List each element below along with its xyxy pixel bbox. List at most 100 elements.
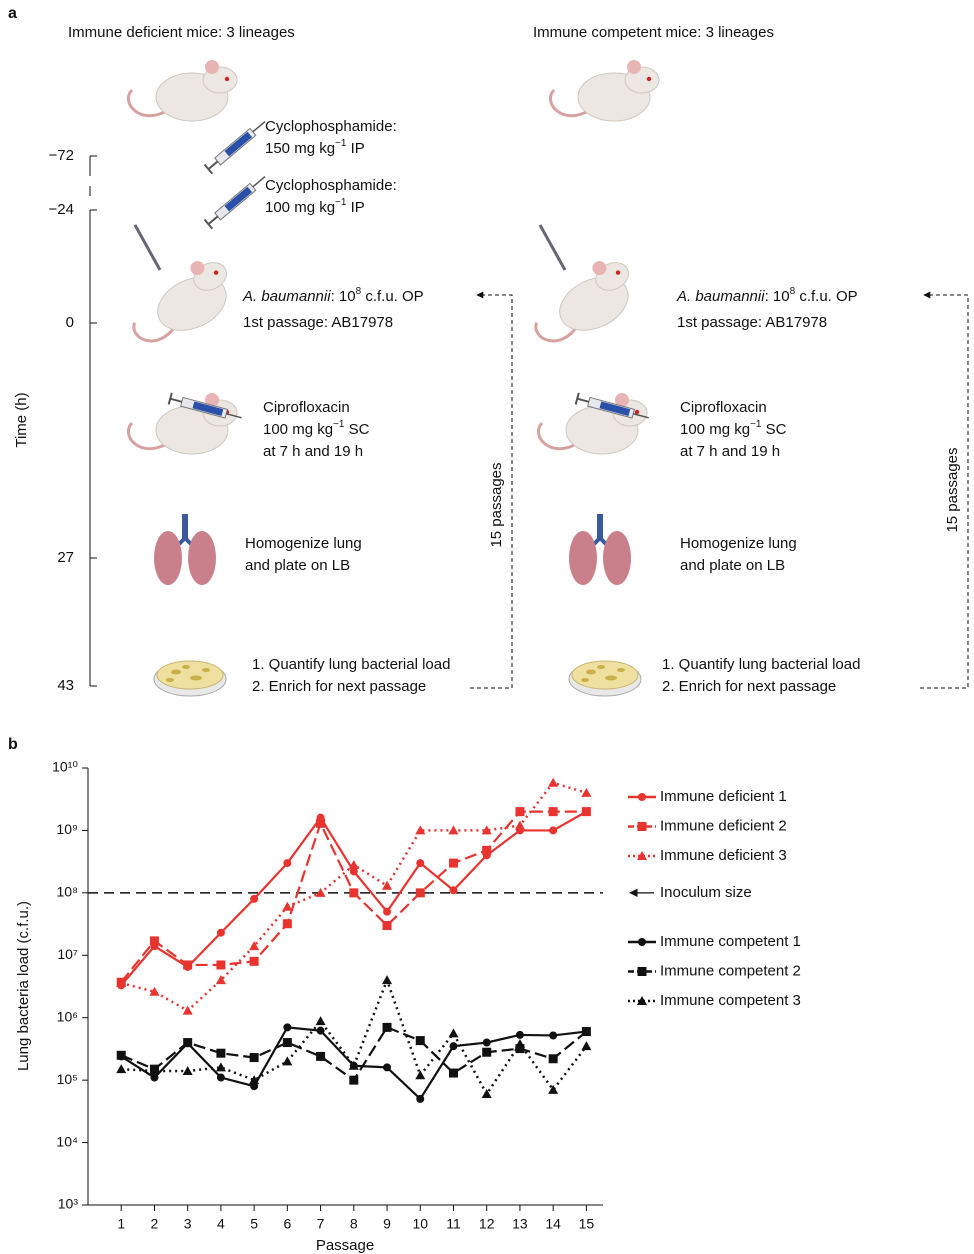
species: A. baumannii [242, 288, 331, 305]
step-text: 100 mg kg−1 SC [263, 419, 370, 438]
data-point [515, 1044, 525, 1054]
data-point [282, 919, 292, 929]
x-tick-label: 10 [412, 1216, 428, 1232]
data-point [548, 807, 558, 817]
legend-label: Inoculum size [660, 884, 752, 901]
data-point [216, 1048, 226, 1058]
data-point [481, 825, 492, 835]
data-point [415, 888, 425, 898]
time-axis-label: Time (h) [13, 392, 30, 447]
data-point [149, 936, 159, 946]
data-point [449, 886, 458, 895]
data-point [183, 960, 193, 970]
step-text: 1. Quantify lung bacterial load [662, 656, 860, 673]
data-point [216, 928, 225, 937]
y-tick-label: 10⁹ [56, 821, 78, 837]
y-tick-label: 10⁵ [57, 1071, 78, 1087]
dose: 100 mg kg [263, 421, 333, 438]
loop-label: 15 passages [944, 447, 961, 532]
data-point [548, 1084, 559, 1094]
superscript: −1 [335, 197, 347, 208]
data-point [415, 1070, 426, 1080]
time-tick-label: −24 [49, 201, 74, 218]
data-point [448, 825, 459, 835]
x-tick-label: 3 [184, 1216, 192, 1232]
data-point [514, 820, 525, 830]
syringe-icon [203, 115, 270, 175]
data-point [581, 787, 592, 797]
step-text: 100 mg kg−1 IP [265, 197, 365, 216]
mouse-icon [117, 249, 245, 354]
x-tick-label: 5 [250, 1216, 258, 1232]
legend-label: Immune competent 3 [660, 992, 801, 1009]
loop-arrow [470, 291, 513, 689]
legend-label: Immune deficient 3 [660, 847, 787, 864]
step-text: Cyclophosphamide: [265, 118, 397, 135]
data-point [548, 1054, 558, 1064]
legend-marker [637, 996, 647, 1005]
data-point [348, 859, 359, 869]
time-tick-label: 0 [66, 314, 74, 331]
step-text: 2. Enrich for next passage [252, 678, 426, 695]
data-point [183, 1038, 193, 1048]
legend-marker [637, 967, 647, 976]
route: SC [761, 421, 786, 438]
data-point [149, 1066, 160, 1076]
step-text: at 7 h and 19 h [263, 443, 363, 460]
data-point [249, 1075, 260, 1085]
dose: 100 mg kg [680, 421, 750, 438]
data-point [116, 1050, 126, 1060]
data-point [416, 1094, 425, 1103]
species: A. baumannii [676, 288, 765, 305]
data-point [250, 894, 259, 903]
superscript: −1 [335, 138, 347, 149]
data-point [382, 975, 393, 985]
dose: : 10 [765, 288, 790, 305]
time-axis [89, 155, 97, 687]
panel-label: a [8, 5, 17, 22]
time-tick-label: 27 [57, 549, 74, 566]
data-point [215, 1062, 226, 1072]
superscript: −1 [750, 419, 762, 430]
x-axis-title: Passage [316, 1237, 374, 1254]
mouse-icon [519, 249, 647, 354]
x-tick-label: 14 [545, 1216, 561, 1232]
step-text: and plate on LB [245, 557, 350, 574]
x-tick-label: 7 [317, 1216, 325, 1232]
data-point [581, 1027, 591, 1037]
data-point [116, 977, 127, 987]
y-tick-label: 10⁷ [57, 946, 78, 962]
unit: c.f.u. OP [795, 288, 858, 305]
data-point [249, 941, 260, 951]
data-point [383, 907, 392, 916]
step-text: 2. Enrich for next passage [662, 678, 836, 695]
data-point [315, 887, 326, 897]
y-tick-label: 10⁴ [56, 1133, 78, 1149]
panel-label: b [8, 736, 18, 753]
data-point [316, 1026, 325, 1035]
data-point [482, 1047, 492, 1057]
mouse-icon [548, 58, 661, 123]
unit: c.f.u. OP [361, 288, 424, 305]
data-point [581, 1041, 592, 1051]
data-point [581, 807, 591, 817]
data-point [249, 956, 259, 966]
data-point [216, 960, 226, 970]
data-point [548, 777, 559, 787]
data-point [149, 986, 160, 996]
y-tick-label: 10³ [58, 1196, 79, 1212]
data-point [482, 845, 492, 855]
data-point [449, 1042, 458, 1051]
data-point [215, 975, 226, 985]
data-point [515, 1030, 524, 1039]
step-text: at 7 h and 19 h [680, 443, 780, 460]
x-tick-label: 12 [479, 1216, 495, 1232]
step-text: Ciprofloxacin [263, 399, 350, 416]
step-text: Ciprofloxacin [680, 399, 767, 416]
legend-label: Immune deficient 2 [660, 817, 787, 834]
time-tick-label: 43 [57, 677, 74, 694]
superscript: 8 [790, 286, 796, 297]
data-point [482, 1038, 491, 1047]
